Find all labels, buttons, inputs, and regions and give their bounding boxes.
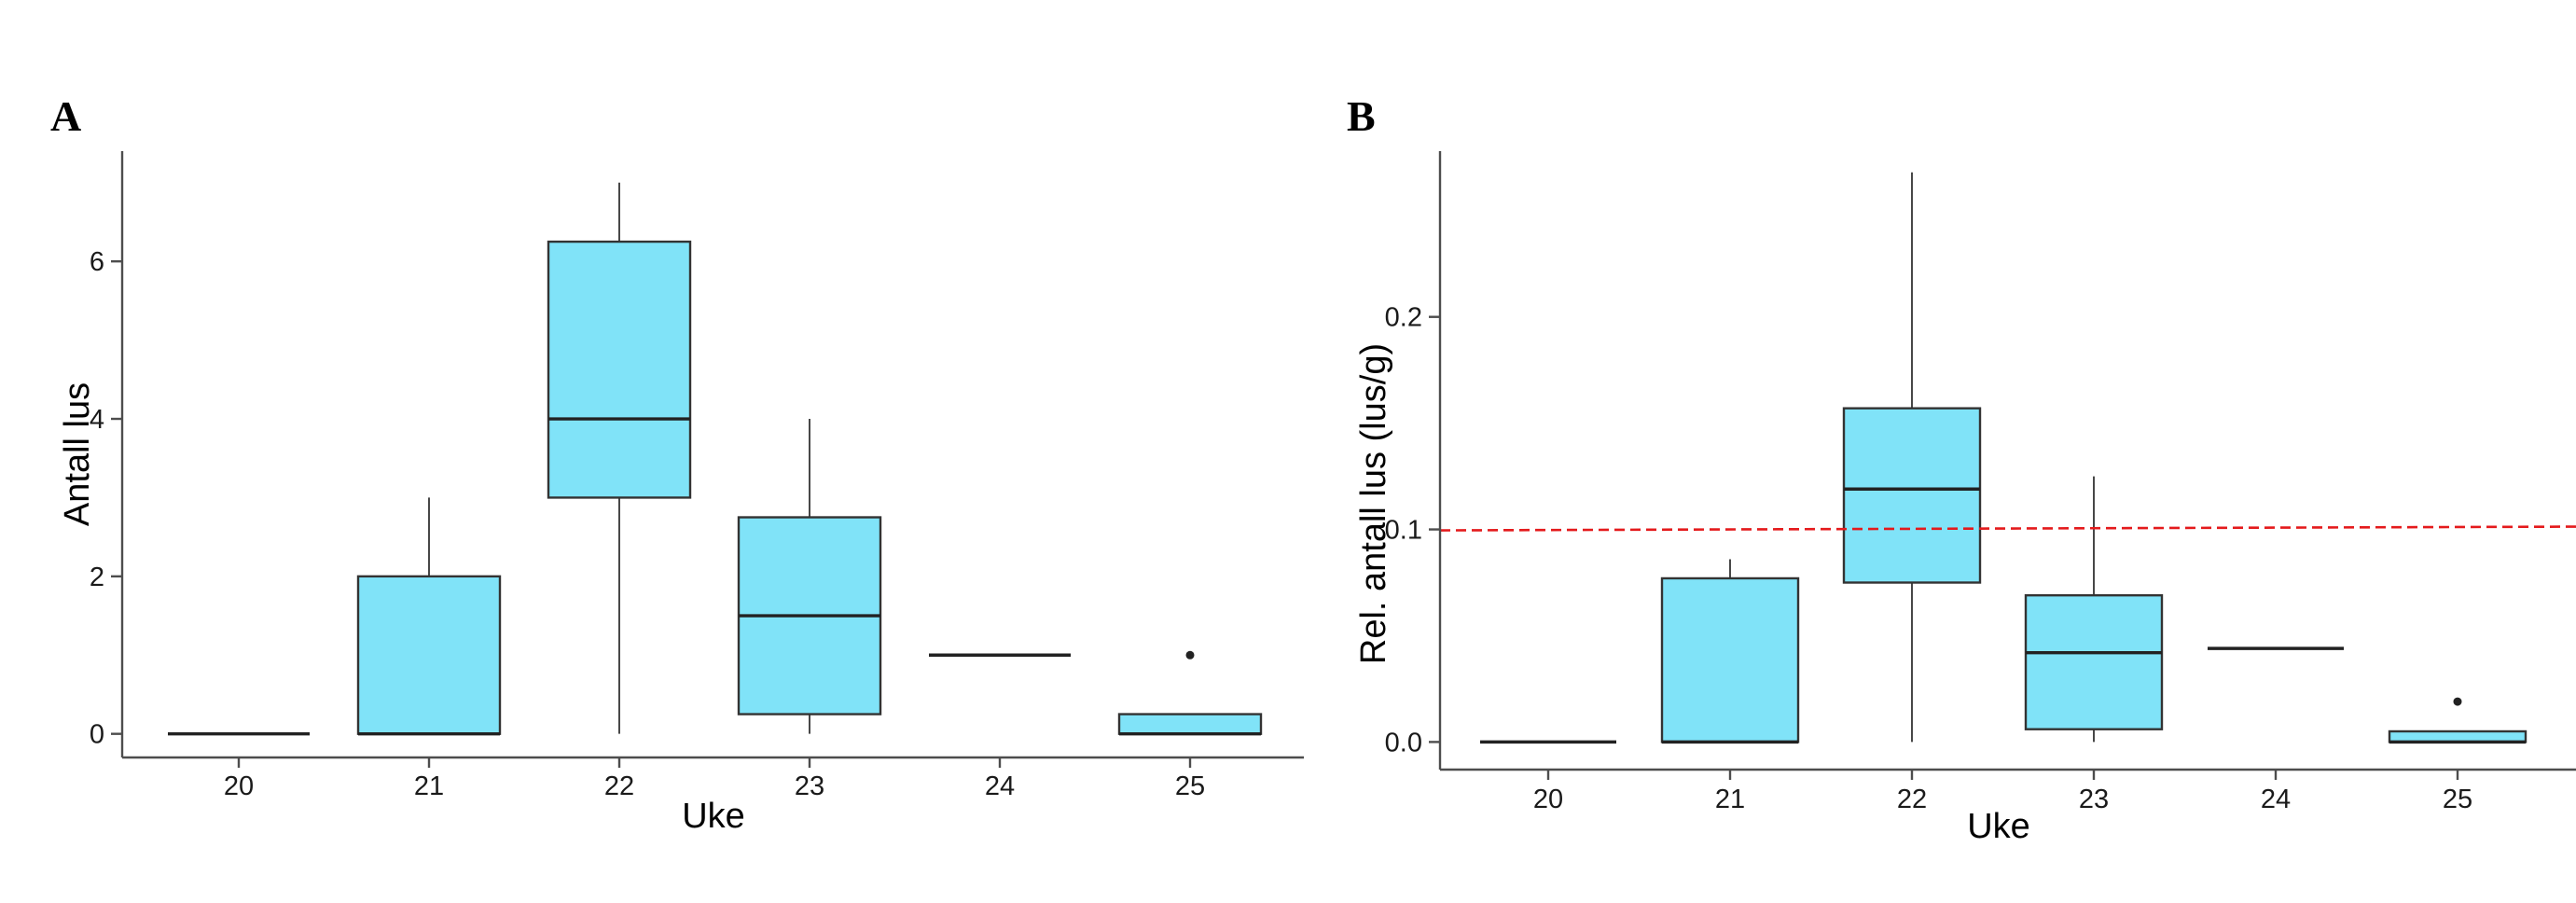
- panel-a-y-tick-label-0: 0: [90, 720, 104, 750]
- panel-a-x-tick-label-2: 22: [604, 771, 634, 801]
- panel-b-box-22: [1842, 172, 1982, 743]
- panel-b-y-tick-label-0: 0.0: [1385, 728, 1422, 757]
- panel-a-x-tick-label-0: 20: [224, 771, 254, 801]
- panel-b-outlier-5-0: [2453, 697, 2462, 706]
- panel-a-marks: [168, 182, 1263, 736]
- panel-a-box-21: [356, 497, 502, 736]
- panel-b-box-body-2: [1842, 407, 1982, 584]
- panel-a-box-body-1: [356, 575, 502, 735]
- panel-a-y-tick-label-1: 2: [90, 563, 104, 592]
- panel-b-box-body-3: [2024, 593, 2164, 730]
- panel-a-x-tick-label-3: 23: [795, 771, 824, 801]
- panel-a-box-22: [547, 182, 692, 734]
- panel-b-box-23: [2024, 476, 2164, 743]
- panel-b-y-ticks: 0.0 0.1 0.2: [1385, 303, 1440, 757]
- panel-a-x-axis-title: Uke: [682, 797, 745, 836]
- panel-b-box-21: [1660, 559, 1800, 744]
- panel-b-x-tick-label-5: 25: [2443, 785, 2472, 814]
- panel-a-x-tick-label-1: 21: [414, 771, 444, 801]
- panel-b-x-tick-label-3: 23: [2079, 785, 2109, 814]
- panel-a-x-tick-label-5: 25: [1175, 771, 1205, 801]
- panel-b-reference-line: [1439, 525, 2576, 532]
- panel-b-boxplot: B 0.0 0.1 0.2 20 21 22 23 24 25 Uke Rel. antall…: [1347, 92, 2576, 846]
- panel-b-y-axis-title: Rel. antall lus (lus/g): [1354, 343, 1393, 664]
- panel-a-y-tick-label-3: 6: [90, 247, 104, 277]
- panel-a-box-body-5: [1117, 713, 1263, 735]
- panel-b-y-tick-label-2: 0.2: [1385, 303, 1422, 333]
- panel-b-x-ticks: 20 21 22 23 24 25: [1533, 770, 2472, 814]
- panel-a-x-ticks: 20 21 22 23 24 25: [224, 757, 1205, 801]
- panel-b-x-tick-label-0: 20: [1533, 785, 1563, 814]
- panel-a-label: A: [50, 92, 81, 140]
- panel-b-marks: [1480, 172, 2528, 744]
- panel-a-y-tick-label-2: 4: [90, 405, 104, 435]
- panel-b-x-tick-label-1: 21: [1715, 785, 1745, 814]
- panel-a-y-ticks: 0 2 4 6: [90, 247, 122, 750]
- panel-b-box-25: [2388, 697, 2528, 744]
- panel-a-box-body-2: [547, 240, 692, 499]
- panel-b-x-axis-title: Uke: [1967, 807, 2030, 846]
- panel-b-x-tick-label-2: 22: [1897, 785, 1927, 814]
- panel-b-label: B: [1347, 92, 1376, 140]
- panel-a-outlier-5-0: [1185, 650, 1195, 660]
- panel-a-box-25: [1117, 650, 1263, 736]
- panel-a-x-tick-label-4: 24: [985, 771, 1015, 801]
- panel-b-box-body-1: [1660, 577, 1800, 743]
- panel-a-y-axis-title: Antall lus: [58, 382, 97, 526]
- panel-a-box-23: [737, 419, 882, 734]
- panel-b-y-tick-label-1: 0.1: [1385, 516, 1422, 546]
- panel-b-box-body-5: [2388, 729, 2528, 743]
- panel-b-x-tick-label-4: 24: [2261, 785, 2291, 814]
